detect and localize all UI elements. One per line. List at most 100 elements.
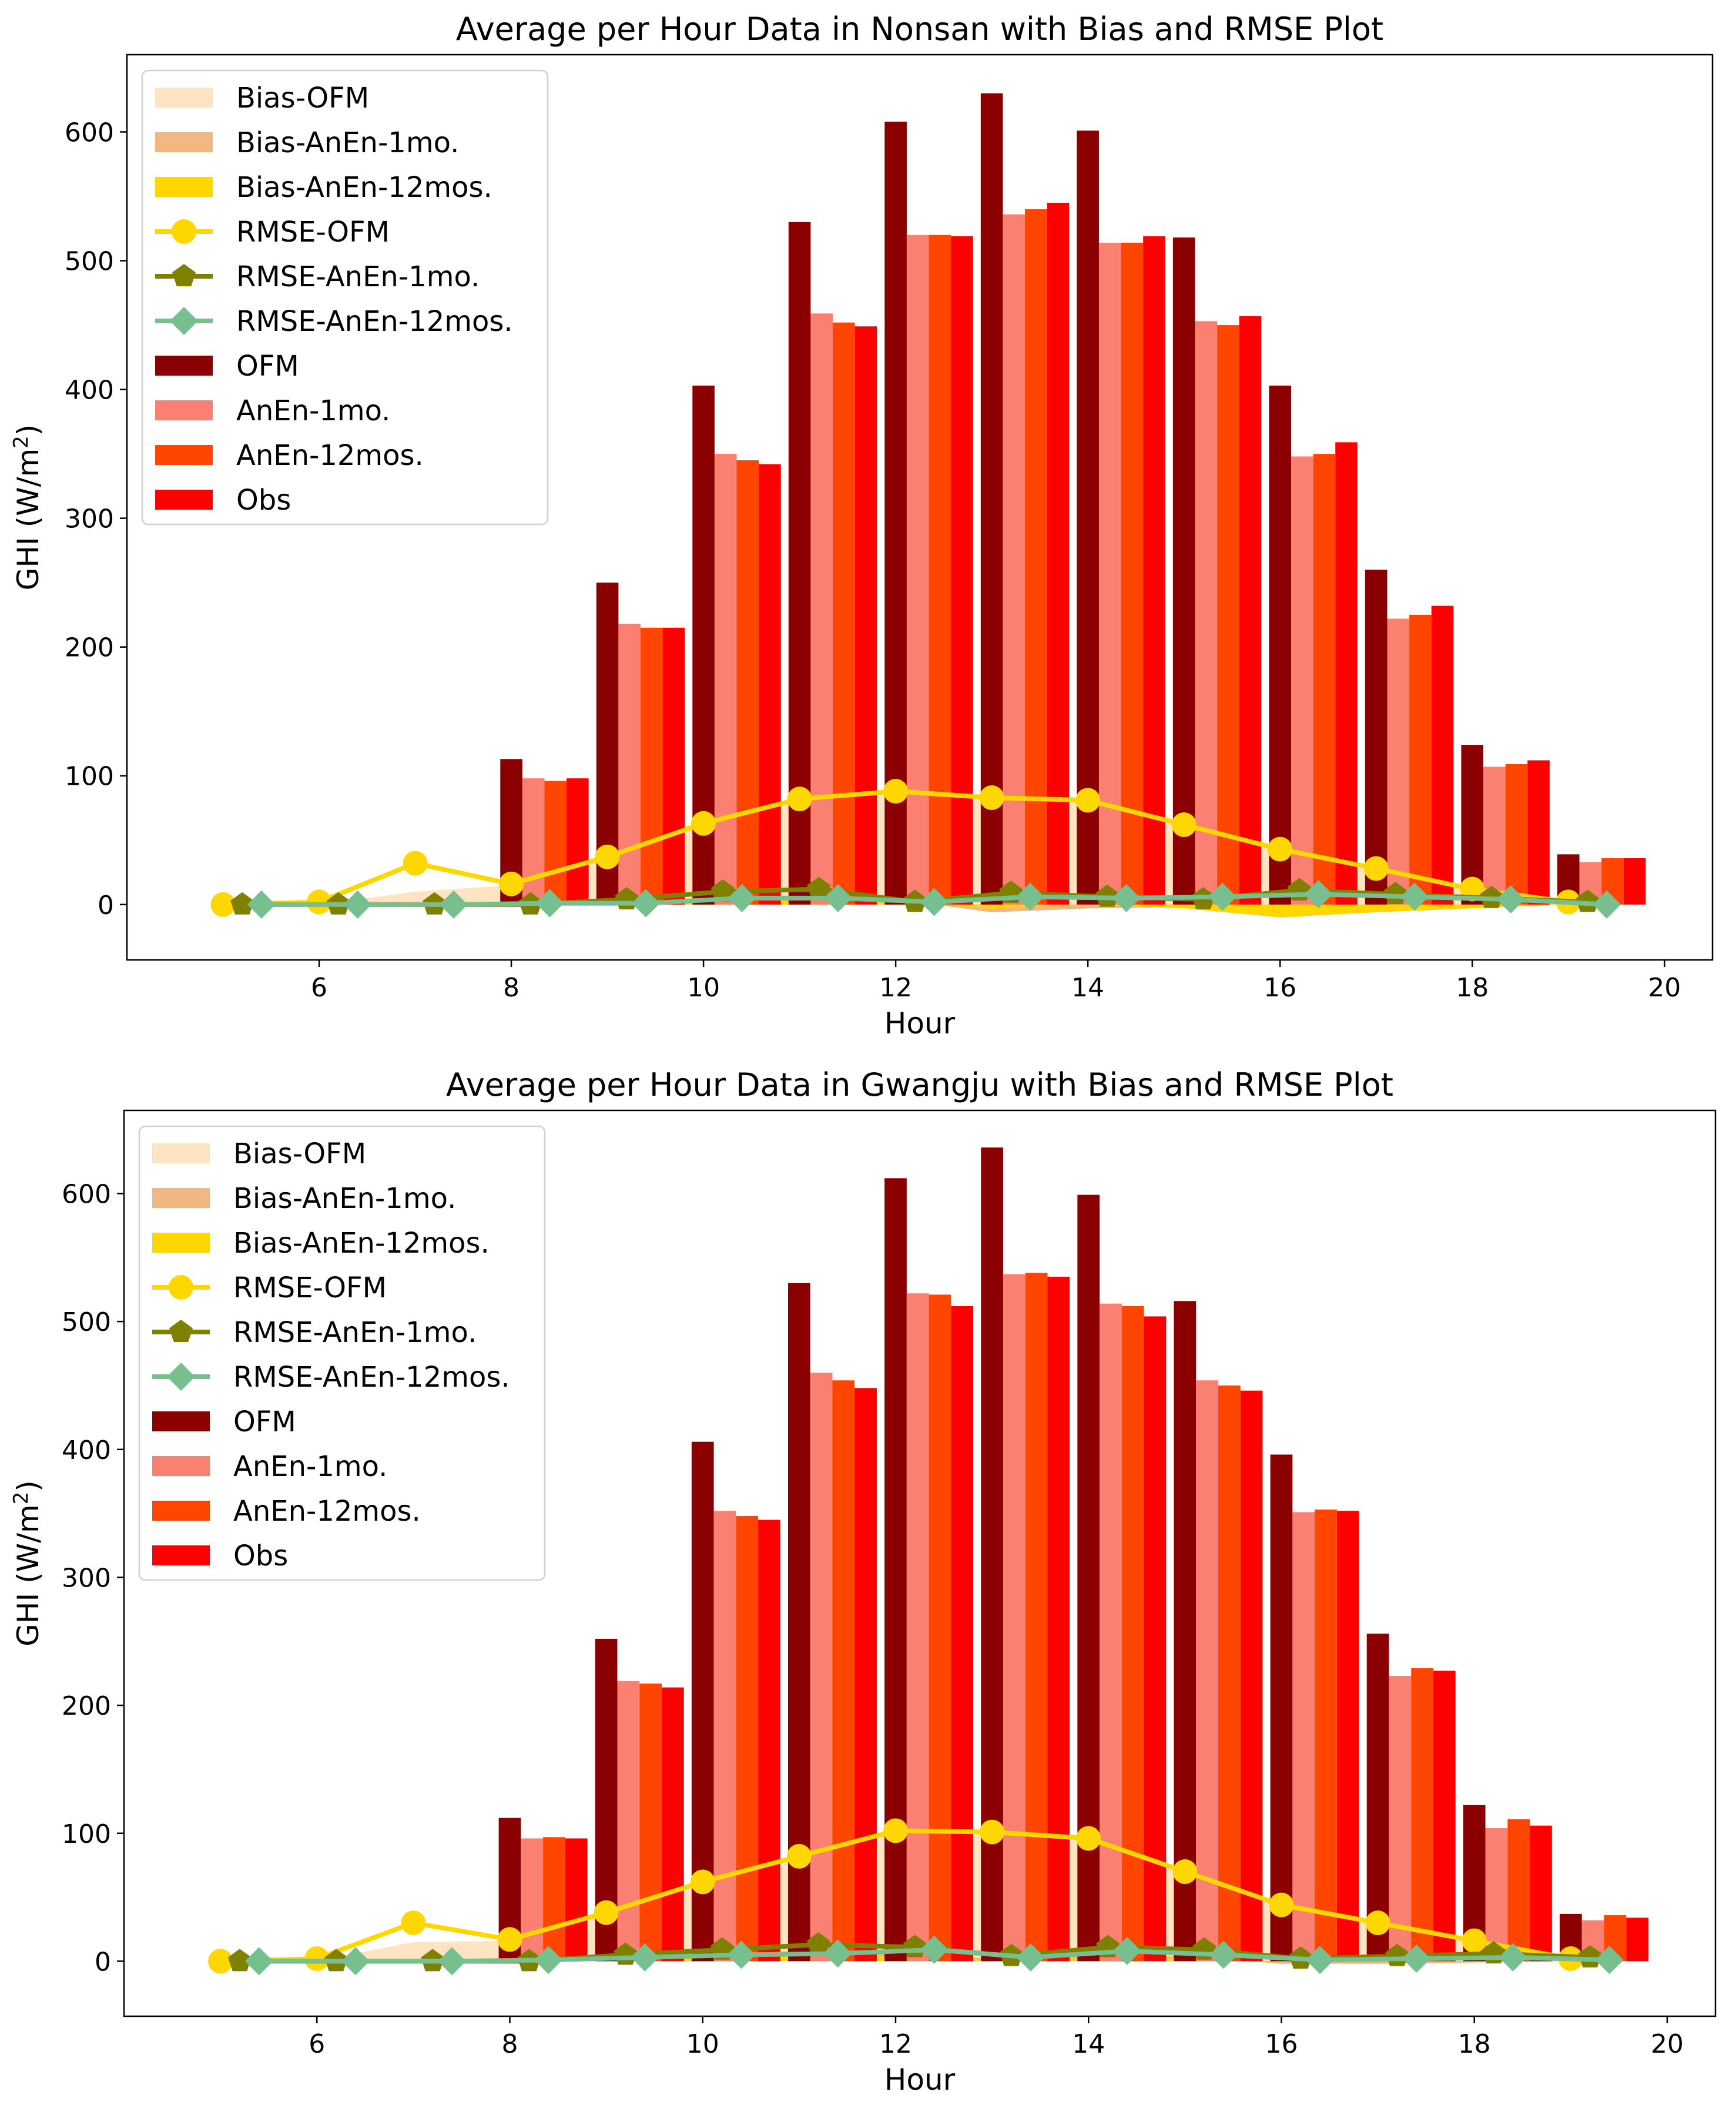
marker-rmse-ofm-hour-5 [208,1949,233,1974]
legend: Bias-OFM Bias-AnEn-1mo. Bias-AnEn-12mos. RM… [138,1125,546,1581]
legend-marker-rmse-anen-1mo [169,1320,193,1342]
y-axis-label: GHI (W/m2) [9,1480,45,1646]
bar-anen-12mos-hour-18 [1505,764,1528,905]
bar-anen-12mos-hour-17 [1411,1668,1433,1962]
bar-obs-hour-11 [854,326,877,905]
marker-rmse-anen-12mos-hour-11.4 [823,1939,852,1968]
bar-obs-hour-13 [1047,202,1070,905]
bar-obs-hour-8 [565,1838,588,1962]
bar-anen-12mos-hour-13 [1025,209,1047,905]
bar-obs-hour-18 [1527,760,1550,905]
bar-obs-hour-16 [1336,1511,1359,1962]
legend-swatch-ofm [155,356,213,376]
marker-rmse-anen-12mos-hour-10.4 [727,1940,756,1969]
marker-rmse-anen-12mos-hour-14.4 [1112,1936,1141,1965]
legend-label-bias-ofm: Bias-OFM [233,1137,366,1170]
bar-obs-hour-12 [951,236,973,905]
bar-ofm-hour-17 [1365,570,1388,905]
legend-swatch-ofm [152,1411,210,1431]
y-tick-label-300: 300 [62,1563,111,1593]
bar-anen-12mos-hour-11 [833,322,855,905]
bar-obs-hour-11 [854,1388,877,1962]
marker-rmse-anen-12mos-hour-6.4 [343,890,372,919]
bar-obs-hour-15 [1240,1390,1263,1962]
marker-rmse-anen-12mos-hour-17.4 [1402,1945,1431,1973]
marker-rmse-anen-12mos-hour-6.4 [341,1947,370,1976]
bar-obs-hour-12 [951,1306,974,1962]
bar-ofm-hour-12 [884,121,907,905]
bar-ofm-hour-15 [1172,237,1195,905]
legend-label-rmse-ofm: RMSE-OFM [236,216,390,249]
bar-anen-12mos-hour-12 [929,235,951,905]
legend-box [141,69,549,526]
legend-label-rmse-anen-12mos: RMSE-AnEn-12mos. [233,1361,510,1394]
bar-obs-hour-15 [1239,316,1262,905]
y-tick-label-100: 100 [62,1819,111,1849]
bar-obs-hour-10 [759,464,781,905]
bar-anen-1mo-hour-16 [1292,1512,1315,1962]
marker-rmse-ofm-hour-16 [1268,836,1293,862]
legend-label-bias-anen-1mo: Bias-AnEn-1mo. [236,126,459,159]
legend-marker-rmse-ofm [172,219,196,244]
legend-box [138,1125,546,1581]
bar-anen-1mo-hour-15 [1195,321,1218,905]
bar-anen-1mo-hour-9 [618,624,641,905]
bar-anen-1mo-hour-13 [1003,1274,1025,1962]
marker-rmse-anen-1mo-hour-11.2 [806,1932,830,1955]
marker-rmse-ofm-hour-12 [883,779,909,804]
marker-rmse-ofm-hour-15 [1172,1859,1198,1885]
x-tick-label-18: 18 [1456,973,1489,1003]
bar-obs-hour-18 [1530,1825,1552,1962]
bar-anen-1mo-hour-9 [617,1681,640,1962]
bar-anen-12mos-hour-18 [1507,1819,1530,1962]
legend-label-anen-12mos: AnEn-12mos. [233,1495,421,1528]
bias-area-bias-anen-12mos [223,901,1569,918]
axes-frame [126,53,1714,961]
legend-swatch-bias-anen-1mo [152,1188,210,1208]
legend-label-obs: Obs [233,1540,288,1572]
bar-anen-12mos-hour-12 [929,1294,951,1962]
chart-gwangju: Average per Hour Data in Gwangju with Bi… [9,1066,1717,2097]
y-tick-label-0: 0 [98,891,114,921]
bar-anen-12mos-hour-11 [832,1380,855,1962]
legend-label-rmse-ofm: RMSE-OFM [233,1271,387,1304]
x-tick-label-12: 12 [879,973,912,1003]
bar-anen-12mos-hour-13 [1025,1273,1048,1962]
marker-rmse-ofm-hour-16 [1269,1892,1294,1917]
marker-rmse-ofm-hour-18 [1462,1928,1487,1953]
marker-rmse-anen-12mos-hour-15.4 [1208,882,1237,911]
plot-area [210,93,1646,919]
x-tick-label-6: 6 [311,973,327,1003]
bar-anen-12mos-hour-8 [543,1837,565,1962]
bar-anen-12mos-hour-16 [1315,1510,1337,1962]
bar-anen-1mo-hour-10 [713,1511,736,1962]
marker-rmse-anen-12mos-hour-16.4 [1306,1946,1335,1975]
bar-obs-hour-14 [1143,236,1165,905]
y-tick-label-600: 600 [62,1179,111,1209]
legend-label-rmse-anen-1mo: RMSE-AnEn-1mo. [236,260,480,293]
marker-rmse-ofm-hour-7 [401,1910,426,1936]
y-tick-label-100: 100 [65,762,114,792]
plot-area [208,1147,1648,1976]
legend-swatch-anen-12mos [152,1501,210,1521]
legend-swatch-anen-1mo [152,1456,210,1476]
bar-anen-1mo-hour-15 [1196,1380,1218,1962]
marker-rmse-ofm-hour-14 [1075,788,1101,813]
bar-anen-1mo-hour-17 [1387,618,1410,905]
bar-anen-1mo-hour-14 [1100,1303,1122,1962]
bar-ofm-hour-16 [1270,1454,1293,1962]
marker-rmse-anen-12mos-hour-8.4 [535,889,564,918]
y-tick-label-200: 200 [62,1691,111,1721]
marker-rmse-anen-12mos-hour-13.4 [1016,1943,1045,1972]
bar-anen-12mos-hour-8 [544,781,567,905]
bar-anen-1mo-hour-14 [1098,242,1121,905]
y-tick-label-500: 500 [62,1307,111,1337]
bar-obs-hour-17 [1433,1671,1456,1962]
bar-anen-12mos-hour-15 [1217,325,1239,905]
bar-anen-12mos-hour-9 [639,1684,662,1962]
legend-swatch-anen-1mo [155,400,213,420]
legend-swatch-bias-anen-12mos [152,1233,210,1253]
legend-swatch-bias-anen-1mo [155,132,213,152]
y-tick-label-300: 300 [65,504,114,534]
x-tick-label-16: 16 [1264,973,1296,1003]
